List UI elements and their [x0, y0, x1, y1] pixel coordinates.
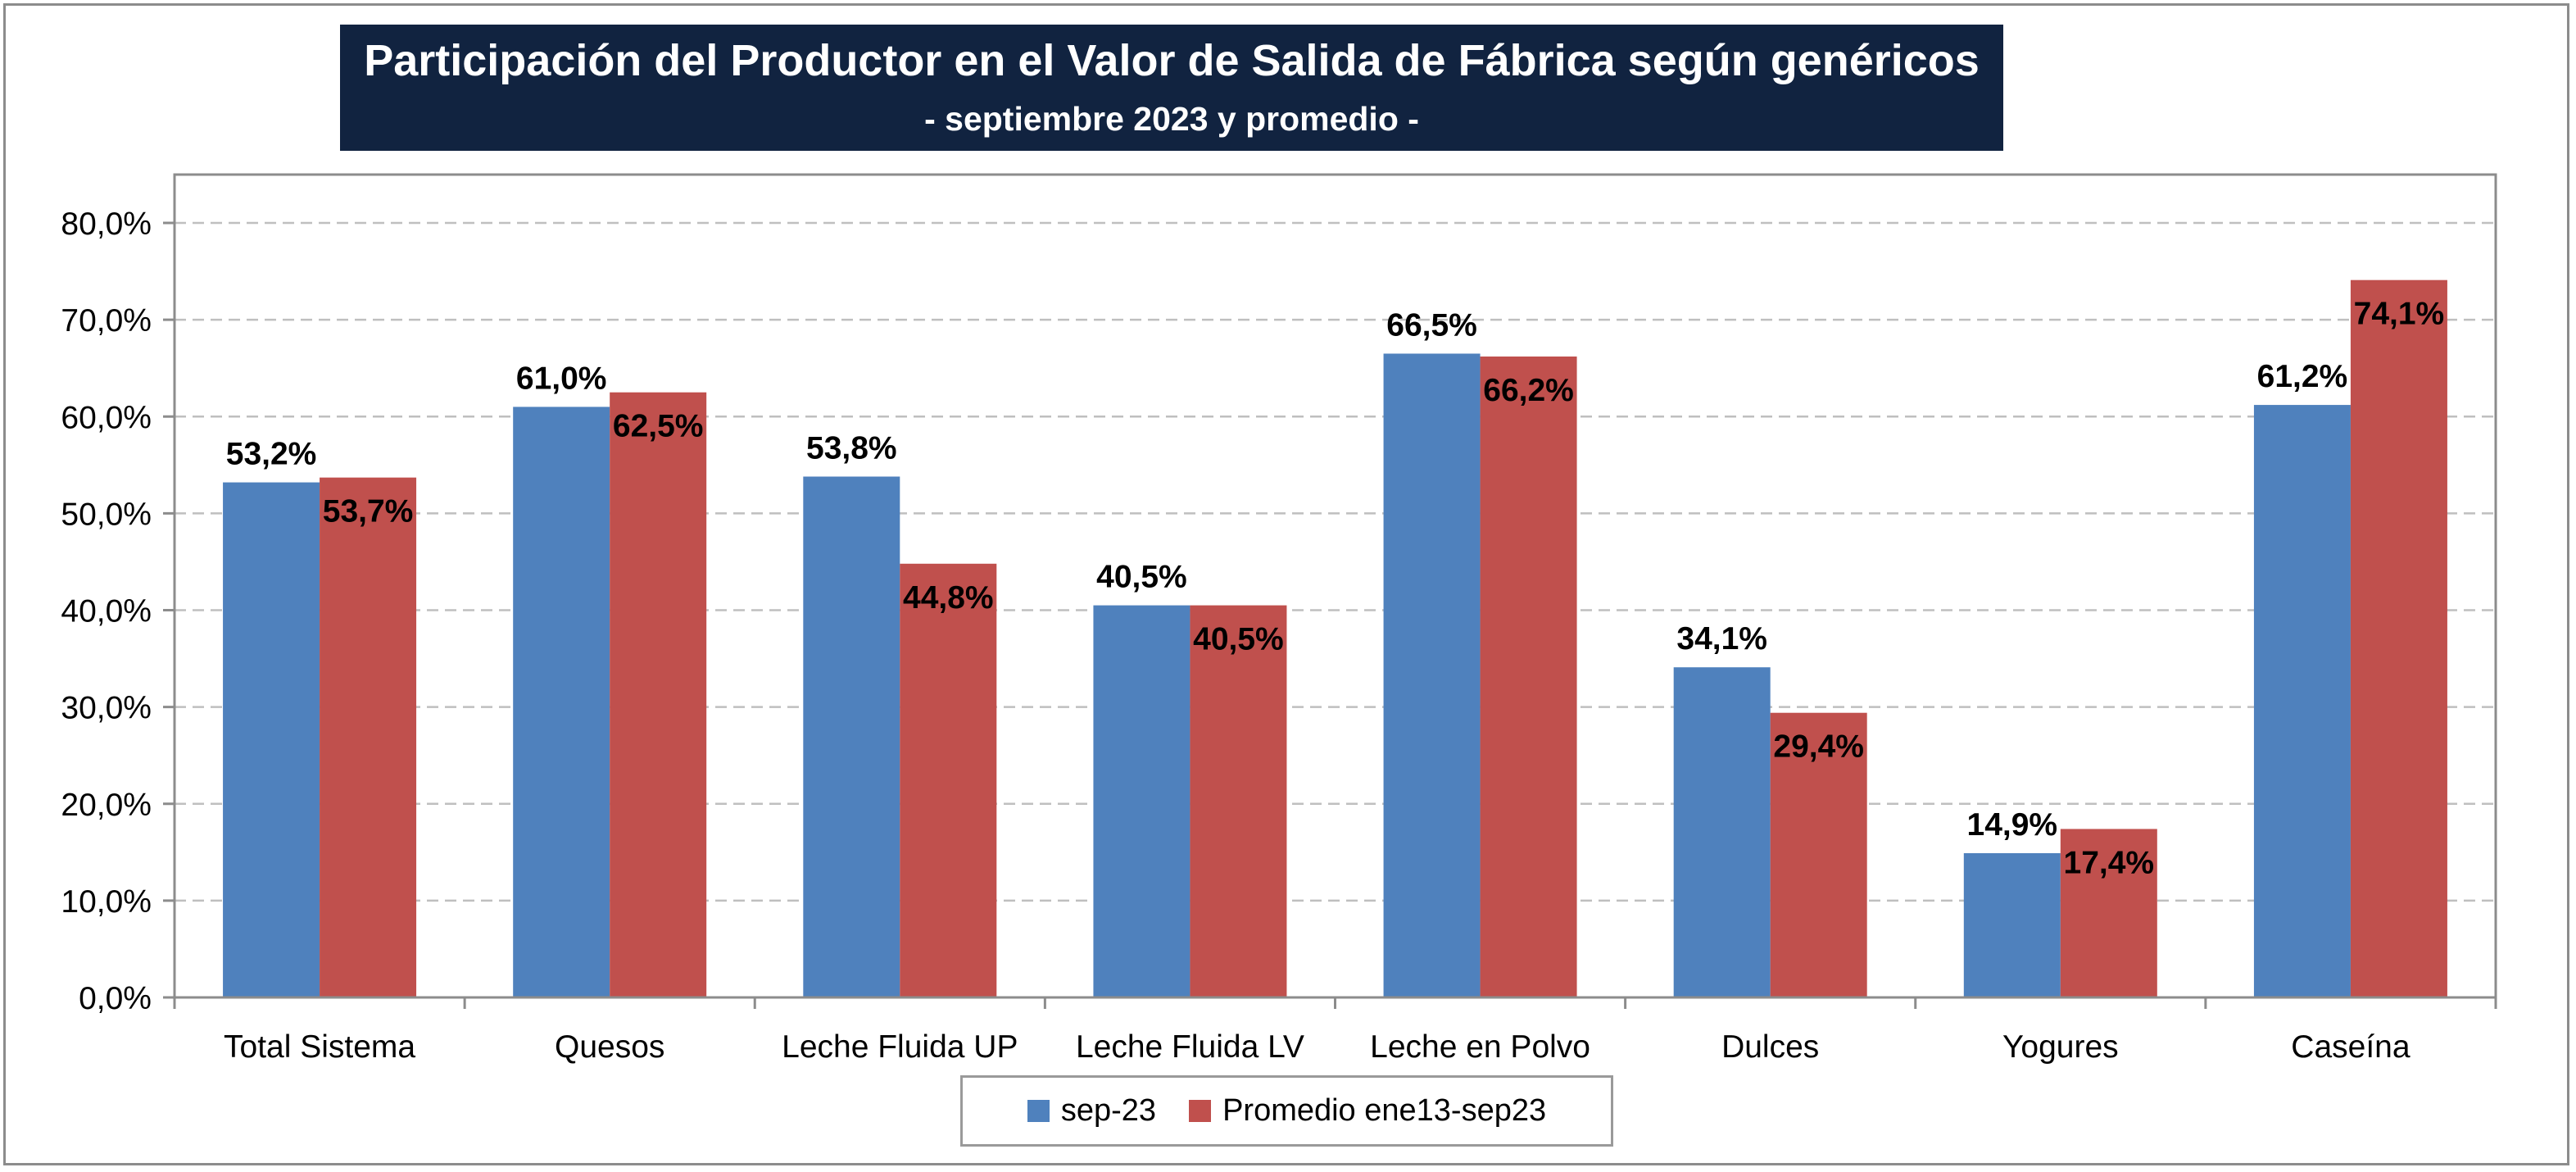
x-tick-label: Leche en Polvo: [1370, 1029, 1590, 1065]
bar-series1: [803, 476, 900, 997]
x-tick-label: Caseína: [2291, 1029, 2410, 1065]
x-tick-label: Yogures: [2002, 1029, 2119, 1065]
bar-series2: [1190, 605, 1287, 997]
y-tick-label: 10,0%: [61, 884, 152, 920]
bar-series2: [320, 477, 417, 997]
legend-item-series1: sep-23: [1027, 1093, 1156, 1129]
bar-series2: [1770, 712, 1867, 997]
bar-series1: [513, 407, 610, 997]
chart-title-box: Participación del Productor en el Valor …: [340, 25, 2003, 151]
data-label-series2: 17,4%: [2064, 845, 2155, 880]
x-tick-label: Dulces: [1721, 1029, 1819, 1065]
chart-title: Participación del Productor en el Valor …: [364, 36, 1980, 85]
bar-series1: [1383, 353, 1481, 997]
y-tick-label: 50,0%: [61, 497, 152, 532]
data-label-series1: 61,2%: [2257, 359, 2348, 394]
data-label-series2: 53,7%: [323, 494, 414, 529]
x-tick-label: Leche Fluida LV: [1076, 1029, 1304, 1065]
legend-label-series2: Promedio ene13-sep23: [1222, 1093, 1547, 1128]
bar-series2: [2350, 279, 2447, 998]
legend-label-series1: sep-23: [1060, 1093, 1157, 1128]
data-label-series1: 53,8%: [806, 430, 897, 466]
bar-series1: [1093, 605, 1190, 997]
y-tick-label: 0,0%: [79, 981, 152, 1016]
bar-series1: [2253, 405, 2351, 997]
y-tick-label: 70,0%: [61, 303, 152, 338]
y-tick-label: 20,0%: [61, 788, 152, 823]
y-tick-label: 40,0%: [61, 594, 152, 629]
legend-swatch-series2: [1189, 1100, 1212, 1122]
bar-series2: [2060, 829, 2157, 997]
legend-swatch-series1: [1027, 1100, 1050, 1122]
chart-subtitle: - septiembre 2023 y promedio -: [924, 100, 1419, 138]
x-tick-label: Total Sistema: [224, 1029, 415, 1065]
data-label-series1: 53,2%: [226, 437, 317, 472]
data-label-series2: 44,8%: [903, 580, 994, 616]
legend: sep-23 Promedio ene13-sep23: [960, 1075, 1613, 1147]
bar-series1: [1673, 667, 1771, 997]
bar-series1: [223, 482, 320, 997]
x-tick-label: Leche Fluida UP: [782, 1029, 1018, 1065]
data-label-series2: 74,1%: [2354, 297, 2445, 332]
bar-series2: [1480, 357, 1577, 997]
legend-item-series2: Promedio ene13-sep23: [1189, 1093, 1546, 1129]
bar-series2: [610, 392, 707, 997]
data-label-series2: 62,5%: [613, 409, 704, 444]
y-tick-label: 60,0%: [61, 400, 152, 435]
data-label-series2: 40,5%: [1193, 622, 1284, 657]
y-tick-label: 30,0%: [61, 691, 152, 726]
data-label-series1: 66,5%: [1386, 307, 1477, 343]
data-label-series1: 61,0%: [516, 361, 607, 396]
data-label-series2: 66,2%: [1483, 373, 1574, 408]
data-label-series2: 29,4%: [1773, 729, 1864, 765]
bar-series2: [900, 563, 997, 997]
bar-series1: [1963, 852, 2061, 997]
data-label-series1: 40,5%: [1096, 560, 1187, 595]
data-label-series1: 34,1%: [1676, 621, 1767, 656]
data-label-series1: 14,9%: [1967, 807, 2058, 843]
y-tick-label: 80,0%: [61, 207, 152, 242]
x-tick-label: Quesos: [555, 1029, 664, 1065]
